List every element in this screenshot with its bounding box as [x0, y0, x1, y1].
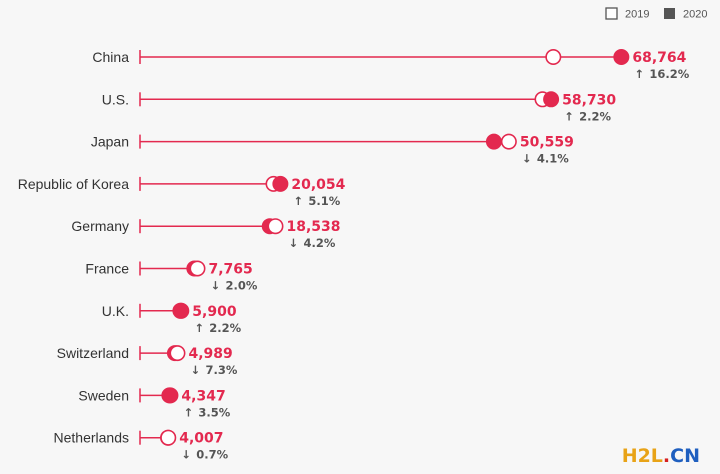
value-label: 50,559 — [520, 135, 574, 151]
legend-swatch-2020 — [664, 8, 675, 19]
change-arrow-down: ↓ — [522, 152, 532, 166]
chart-rows: China 68,764↑ 16.2%U.S. 58,730↑ 2.2%Japan 50,… — [18, 48, 690, 462]
change-arrow-up: ↑ — [184, 405, 194, 419]
category-label: Sweden — [78, 387, 129, 403]
watermark-part-0: H2L — [622, 445, 663, 467]
value-label: 7,765 — [208, 262, 252, 278]
row-germany: Germany 18,538↓ 4.2% — [71, 218, 340, 250]
category-label: France — [85, 261, 129, 277]
change-arrow-down: ↓ — [211, 279, 221, 293]
value-label: 58,730 — [562, 92, 616, 108]
legend: 2019 2020 — [605, 7, 707, 21]
category-label: Germany — [71, 218, 129, 234]
category-label: Japan — [91, 134, 129, 150]
marker-2019 — [189, 260, 206, 277]
marker-2020 — [173, 302, 190, 319]
value-label: 68,764 — [632, 50, 686, 66]
change-percent: 5.1% — [308, 194, 340, 208]
change-percent: 7.3% — [205, 363, 237, 377]
change-arrow-up: ↑ — [294, 194, 304, 208]
change-percent: 0.7% — [196, 448, 228, 462]
marker-2019 — [169, 345, 186, 362]
row-switzerland: Switzerland 4,989↓ 7.3% — [57, 345, 238, 377]
category-label: U.S. — [102, 91, 129, 107]
value-label: 4,347 — [181, 388, 225, 404]
marker-2019 — [160, 429, 177, 446]
value-label: 4,007 — [179, 431, 223, 447]
value-label: 4,989 — [188, 346, 232, 362]
watermark: H2L.CN — [622, 445, 700, 467]
row-u-k-: U.K. 5,900↑ 2.2% — [102, 302, 242, 335]
marker-2019 — [500, 133, 517, 150]
change-percent: 2.0% — [225, 279, 257, 293]
change-arrow-down: ↓ — [191, 363, 201, 377]
row-republic-of-korea: Republic of Korea 20,054↑ 5.1% — [18, 176, 346, 208]
category-label: Republic of Korea — [18, 176, 130, 192]
value-label: 20,054 — [291, 177, 345, 193]
change-percent: 16.2% — [649, 67, 689, 81]
legend-label-2020: 2020 — [683, 9, 707, 21]
change-percent: 4.2% — [303, 236, 335, 250]
change-percent: 4.1% — [537, 152, 569, 166]
change-arrow-up: ↑ — [564, 109, 574, 123]
row-france: France 7,765↓ 2.0% — [85, 260, 258, 293]
change-arrow-up: ↑ — [194, 321, 204, 335]
marker-2020 — [485, 133, 502, 150]
value-label: 5,900 — [192, 304, 237, 320]
marker-2020 — [613, 48, 630, 65]
row-u-s-: U.S. 58,730↑ 2.2% — [102, 91, 617, 123]
marker-2019 — [545, 48, 562, 65]
row-japan: Japan 50,559↓ 4.1% — [91, 134, 574, 166]
marker-2020 — [543, 91, 560, 108]
change-arrow-down: ↓ — [181, 448, 191, 462]
category-label: Netherlands — [54, 430, 130, 446]
watermark-part-1: . — [663, 445, 670, 467]
value-label: 18,538 — [286, 219, 340, 235]
change-percent: 2.2% — [209, 321, 241, 335]
category-label: China — [92, 49, 129, 65]
category-label: Switzerland — [57, 345, 129, 361]
marker-2019 — [267, 218, 284, 235]
row-china: China 68,764↑ 16.2% — [92, 48, 690, 81]
change-percent: 3.5% — [198, 405, 230, 419]
category-label: U.K. — [102, 303, 129, 319]
row-netherlands: Netherlands 4,007↓ 0.7% — [54, 429, 229, 462]
row-sweden: Sweden 4,347↑ 3.5% — [78, 387, 231, 419]
watermark-part-2: CN — [670, 445, 700, 467]
marker-2020 — [272, 175, 289, 192]
change-arrow-down: ↓ — [289, 236, 299, 250]
change-arrow-up: ↑ — [635, 67, 645, 81]
change-percent: 2.2% — [579, 109, 611, 123]
marker-2020 — [162, 387, 179, 404]
legend-label-2019: 2019 — [625, 9, 649, 21]
legend-swatch-2019 — [605, 7, 618, 20]
